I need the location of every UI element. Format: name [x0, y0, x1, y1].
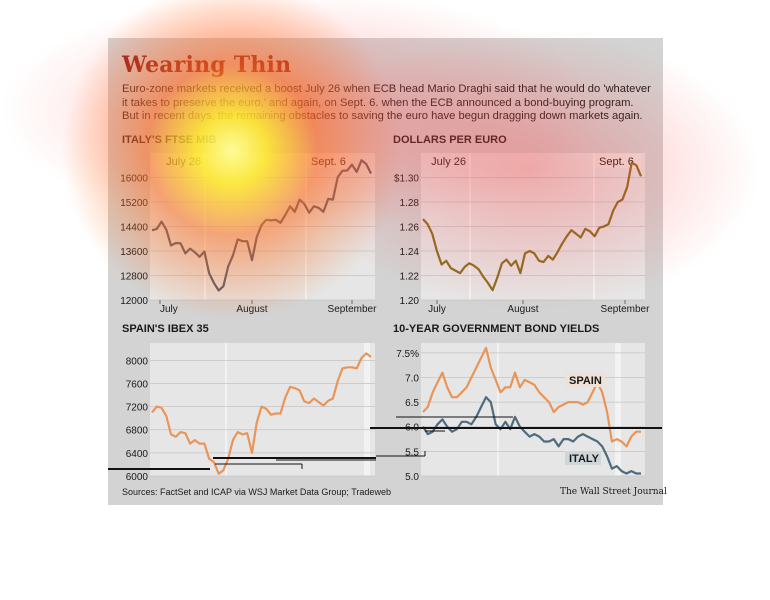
euro-y-tick-label: $1.30 — [394, 174, 419, 185]
ftse-event-label: Sept. 6 — [311, 156, 346, 168]
spain-series-label: SPAIN — [569, 375, 602, 387]
ibex-y-tick-label: 6800 — [126, 426, 149, 437]
ftse-y-tick-label: 13600 — [120, 247, 148, 258]
euro-y-tick-label: 1.22 — [400, 272, 420, 283]
ibex-y-tick-label: 7200 — [126, 403, 149, 414]
euro-y-tick-label: 1.24 — [400, 247, 420, 258]
ftse-event-label: July 26 — [166, 156, 201, 168]
euro-y-tick-label: 1.28 — [400, 198, 420, 209]
euro-x-tick-label: July — [428, 304, 446, 315]
ibex-y-tick-label: 7600 — [126, 379, 149, 390]
italy-series-label: ITALY — [569, 453, 600, 465]
bond-y-tick-label: 5.0 — [405, 472, 419, 483]
euro-y-tick-label: 1.20 — [400, 296, 420, 307]
ibex-plot-area — [150, 343, 375, 476]
ftse-y-tick-label: 12800 — [120, 272, 148, 283]
euro-y-tick-label: 1.26 — [400, 223, 420, 234]
bond-event-band-2 — [615, 343, 621, 476]
ftse-x-tick-label: July — [160, 304, 178, 315]
ibex-event-band-1 — [225, 343, 227, 476]
ibex-y-tick-label: 8000 — [126, 356, 149, 367]
sources-note: Sources: FactSet and ICAP via WSJ Market… — [122, 487, 391, 497]
publisher-credit: The Wall Street Journal — [560, 487, 667, 497]
ftse-x-tick-label: September — [328, 304, 378, 315]
euro-event-label: Sept. 6 — [599, 156, 634, 168]
ftse-y-tick-label: 12000 — [120, 296, 148, 307]
bond-y-tick-label: 6.5 — [405, 398, 419, 409]
bond-plot-area — [421, 343, 645, 476]
ibex-y-tick-label: 6400 — [126, 449, 149, 460]
bond-y-tick-label: 5.5 — [405, 447, 419, 458]
ibex-y-tick-label: 6000 — [126, 472, 149, 483]
bond-event-band-1 — [497, 343, 499, 476]
euro-event-label: July 26 — [431, 156, 466, 168]
ftse-y-tick-label: 15200 — [120, 198, 148, 209]
bond-y-tick-label: 7.5% — [396, 349, 419, 360]
ftse-x-tick-label: August — [236, 304, 267, 315]
ftse-y-tick-label: 16000 — [120, 174, 148, 185]
bond-y-tick-label: 7.0 — [405, 373, 419, 384]
euro-x-tick-label: September — [601, 304, 651, 315]
ftse-y-tick-label: 14400 — [120, 223, 148, 234]
euro-x-tick-label: August — [507, 304, 538, 315]
ibex-event-band-2 — [364, 343, 370, 476]
